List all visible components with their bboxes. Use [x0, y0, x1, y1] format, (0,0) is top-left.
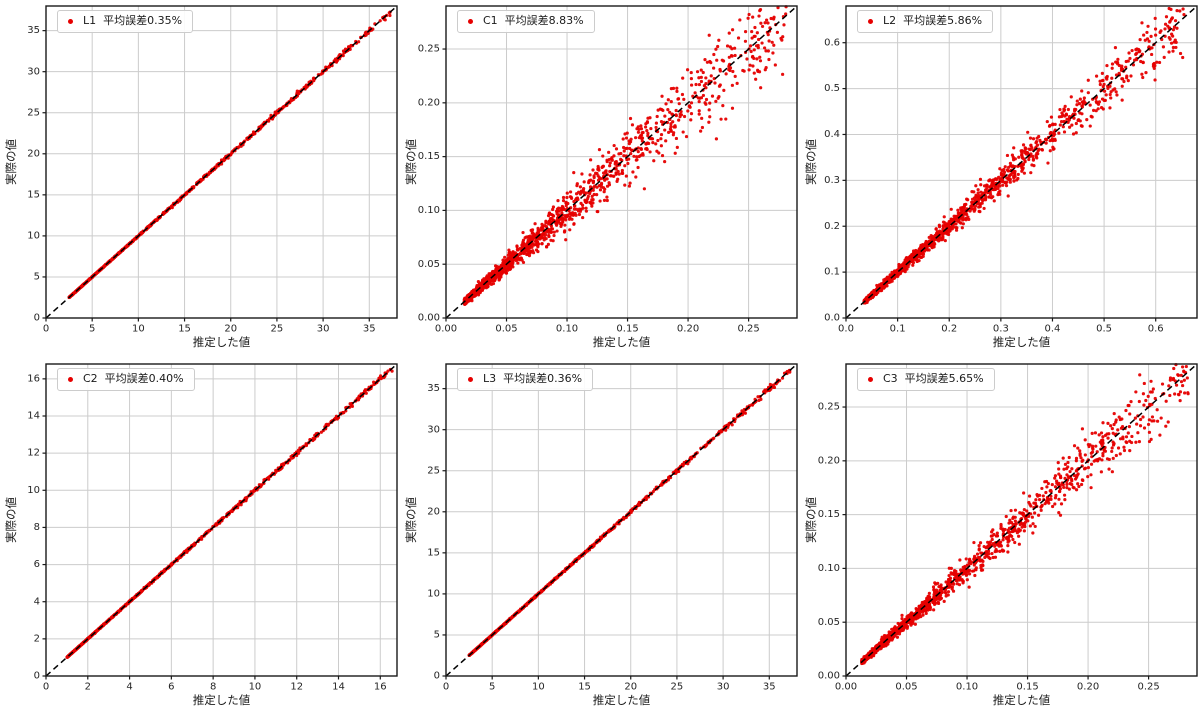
legend-l2: L2 平均誤差5.86%: [857, 10, 994, 34]
legend-c2: C2 平均誤差0.40%: [57, 368, 195, 392]
subplot-l3: L3 平均誤差0.36% 推定した値 実際の値: [400, 358, 800, 716]
legend-c3: C3 平均誤差5.65%: [857, 368, 995, 392]
legend-label: C3 平均誤差5.65%: [883, 372, 984, 385]
legend-c1: C1 平均誤差8.83%: [457, 10, 595, 34]
x-axis-label: 推定した値: [192, 335, 251, 349]
scatter-plot-canvas-c2: [0, 358, 400, 716]
subplot-l2: L2 平均誤差5.86% 推定した値 実際の値: [800, 0, 1200, 358]
x-axis-label: 推定した値: [992, 693, 1051, 707]
subplot-l1: L1 平均誤差0.35% 推定した値 実際の値: [0, 0, 400, 358]
subplot-c3: C3 平均誤差5.65% 推定した値 実際の値: [800, 358, 1200, 716]
scatter-plot-canvas-l1: [0, 0, 400, 358]
legend-l3: L3 平均誤差0.36%: [457, 368, 594, 392]
legend-label: C2 平均誤差0.40%: [83, 372, 184, 385]
subplot-c1: C1 平均誤差8.83% 推定した値 実際の値: [400, 0, 800, 358]
y-axis-label: 実際の値: [804, 497, 818, 543]
legend-label: L1 平均誤差0.35%: [83, 14, 183, 27]
subplot-c2: C2 平均誤差0.40% 推定した値 実際の値: [0, 358, 400, 716]
legend-marker-icon: [468, 18, 473, 24]
scatter-plot-canvas-l3: [400, 358, 800, 716]
legend-marker-icon: [68, 18, 73, 24]
y-axis-label: 実際の値: [4, 497, 18, 543]
legend-marker-icon: [868, 18, 873, 24]
x-axis-label: 推定した値: [992, 335, 1051, 349]
x-axis-label: 推定した値: [192, 693, 251, 707]
scatter-plot-canvas-c1: [400, 0, 800, 358]
x-axis-label: 推定した値: [592, 335, 651, 349]
legend-label: L3 平均誤差0.36%: [483, 372, 583, 385]
y-axis-label: 実際の値: [404, 139, 418, 185]
legend-label: C1 平均誤差8.83%: [483, 14, 584, 27]
y-axis-label: 実際の値: [4, 139, 18, 185]
legend-l1: L1 平均誤差0.35%: [57, 10, 194, 34]
y-axis-label: 実際の値: [804, 139, 818, 185]
legend-label: L2 平均誤差5.86%: [883, 14, 983, 27]
legend-marker-icon: [68, 376, 73, 382]
x-axis-label: 推定した値: [592, 693, 651, 707]
legend-marker-icon: [468, 376, 473, 382]
legend-marker-icon: [868, 376, 873, 382]
scatter-plot-canvas-c3: [800, 358, 1200, 716]
y-axis-label: 実際の値: [404, 497, 418, 543]
scatter-plot-canvas-l2: [800, 0, 1200, 358]
